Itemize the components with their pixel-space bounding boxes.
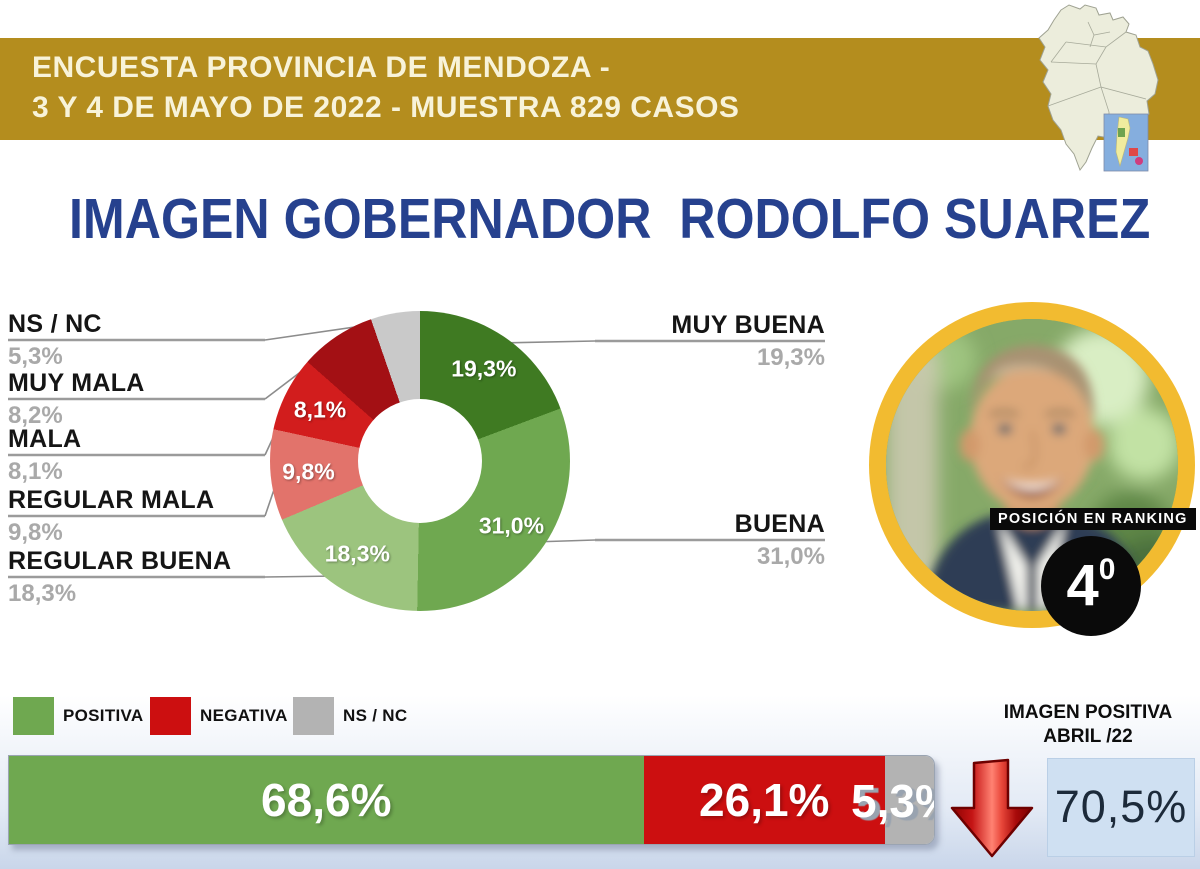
ranking-badge: 40: [1041, 536, 1141, 636]
comparison-value-box: 70,5%: [1047, 758, 1195, 857]
legend-label: POSITIVA: [63, 706, 144, 725]
callout-label: MALA: [8, 425, 82, 453]
callout-label: BUENA: [734, 510, 825, 538]
donut-slice-label: 19,3%: [451, 355, 517, 382]
comparison-value: 70,5%: [1054, 781, 1188, 832]
ranking-ordinal: 0: [1098, 553, 1116, 586]
ranking-label: POSICIÓN EN RANKING: [990, 508, 1196, 530]
legend-label: NS / NC: [343, 706, 408, 725]
callout-label: REGULAR MALA: [8, 486, 215, 514]
bar-segment: 68,6%: [9, 756, 644, 844]
bar-segment: [884, 756, 934, 844]
banner-line1: ENCUESTA PROVINCIA DE MENDOZA -: [32, 51, 611, 84]
comparison-title-line1: IMAGEN POSITIVA: [1003, 702, 1173, 723]
legend-swatch: [13, 697, 54, 735]
callout-value: 8,1%: [8, 458, 63, 485]
portrait-frame: [869, 302, 1195, 628]
mendoza-map-icon: [1038, 4, 1159, 172]
legend-item: NEGATIVA: [150, 697, 288, 735]
donut-slice-label: 9,8%: [282, 458, 335, 485]
legend-swatch: [293, 697, 334, 735]
donut-slice-label: 18,3%: [324, 540, 390, 567]
bar-segment-label: 26,1%: [699, 774, 830, 826]
callout-value: 19,3%: [756, 344, 825, 371]
summary-stacked-bar: 68,6% 26,1% 5,3%: [8, 755, 935, 845]
bar-segment-label-nsnc: 5,3%: [851, 775, 934, 827]
ranking-number: 4: [1066, 553, 1099, 618]
callout-value: 18,3%: [8, 580, 77, 607]
callout-value: 5,3%: [8, 343, 63, 370]
donut-hole: [358, 399, 482, 523]
trend-down-arrow-icon: [950, 758, 1034, 858]
callout-label: MUY MALA: [8, 369, 145, 397]
banner-line2: 3 Y 4 DE MAYO DE 2022 - MUESTRA 829 CASO…: [32, 91, 740, 124]
callout-label: REGULAR BUENA: [8, 547, 232, 575]
bar-segment-label: 68,6%: [261, 774, 392, 826]
legend-item: POSITIVA: [13, 697, 144, 735]
callout-value: 8,2%: [8, 402, 63, 429]
legend-label: NEGATIVA: [200, 706, 288, 725]
donut-slice-label: 31,0%: [478, 512, 545, 539]
legend-item: NS / NC: [293, 697, 407, 735]
callout-value: 31,0%: [756, 543, 825, 570]
header-banner: ENCUESTA PROVINCIA DE MENDOZA - 3 Y 4 DE…: [0, 38, 1200, 140]
callout-label: MUY BUENA: [671, 311, 825, 339]
page-title: IMAGEN GOBERNADOR RODOLFO SUAREZ: [69, 187, 1151, 251]
banner-text: ENCUESTA PROVINCIA DE MENDOZA - 3 Y 4 DE…: [32, 48, 739, 128]
donut-slice-label: 8,1%: [293, 396, 347, 423]
comparison-title-line2: ABRIL /22: [1043, 726, 1133, 747]
legend-swatch: [150, 697, 191, 735]
callout-label: NS / NC: [8, 310, 102, 338]
bar-segment: 26,1%: [643, 756, 885, 844]
comparison-title: IMAGEN POSITIVA ABRIL /22: [980, 701, 1196, 749]
callout-value: 9,8%: [8, 519, 63, 546]
